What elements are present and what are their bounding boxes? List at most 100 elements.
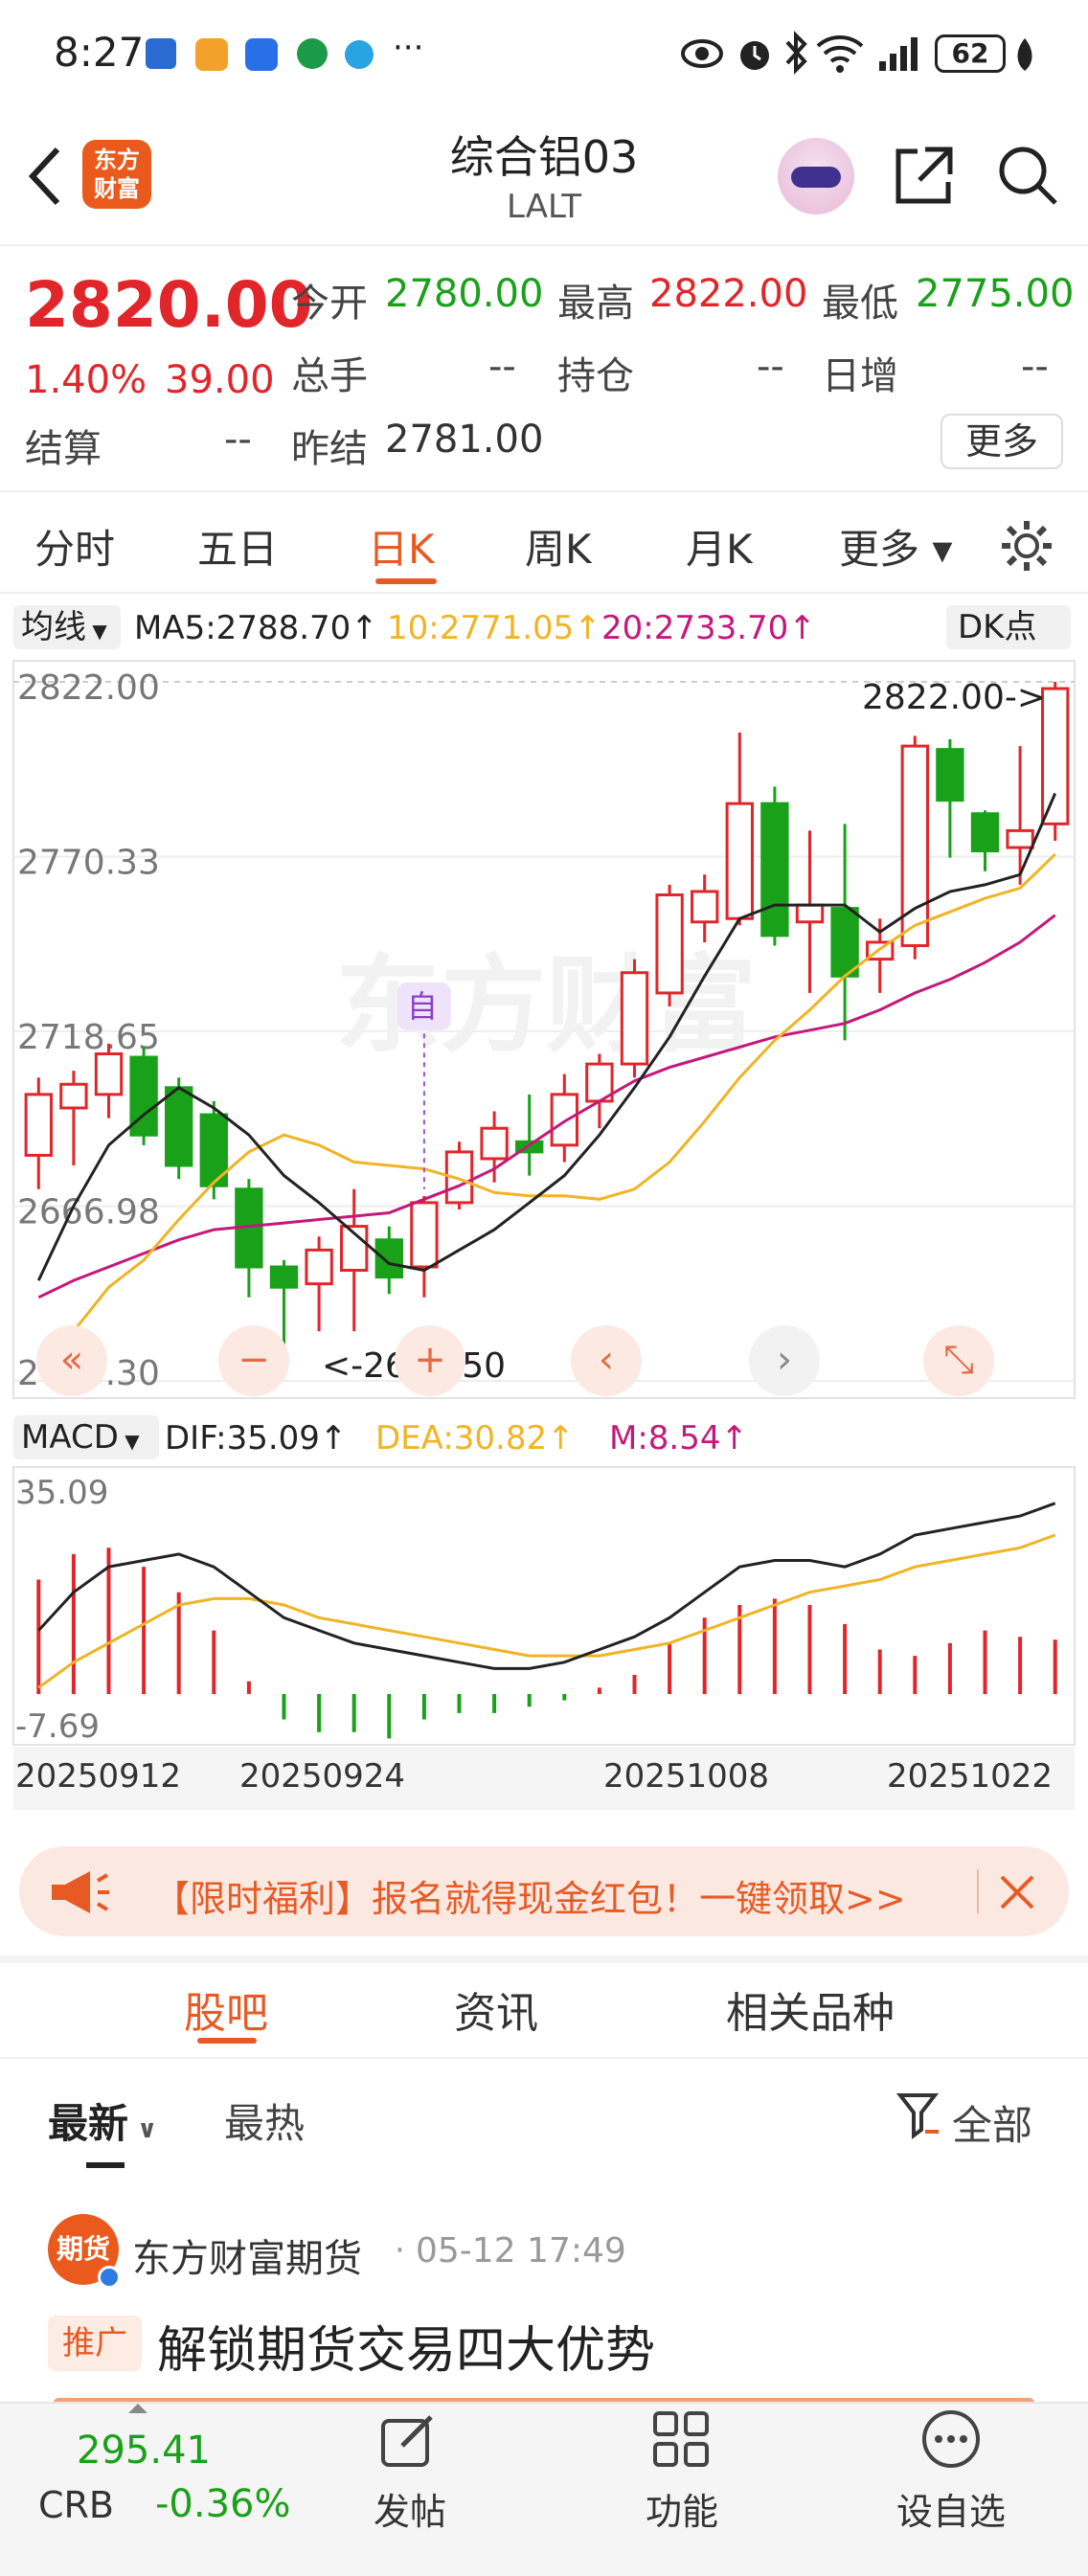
dk-point-label: DK点 [958, 608, 1037, 646]
tab-daily-k[interactable]: 日K [368, 526, 435, 573]
post-button[interactable]: 发帖 [374, 2491, 447, 2533]
index-value[interactable]: 295.41 [77, 2429, 211, 2473]
promo-tag: 推广 [48, 2316, 142, 2371]
more-quote-button[interactable]: 更多 [941, 414, 1063, 469]
tab-intraday[interactable]: 分时 [34, 526, 116, 573]
ma20-legend: 20:2733.70↑ [601, 609, 816, 647]
app-notification-icon [345, 40, 374, 69]
candle-body [691, 890, 719, 924]
price-axis-label: 2770.33 [17, 844, 160, 883]
promo-divider [977, 1869, 979, 1913]
fullscreen-icon[interactable]: ⤡ [923, 1325, 994, 1396]
status-more: ··· [393, 29, 424, 67]
post-title[interactable]: 解锁期货交易四大优势 [157, 2322, 656, 2380]
index-name[interactable]: CRB [38, 2484, 115, 2526]
volume-label: 总手 [291, 354, 368, 398]
tab-active-indicator [375, 578, 437, 584]
add-watchlist-button[interactable]: 设自选 [896, 2491, 1007, 2533]
prev-settle-value: 2781.00 [385, 418, 544, 462]
eye-icon [681, 39, 723, 68]
tab-five-day[interactable]: 五日 [197, 526, 279, 573]
promo-banner[interactable]: 【限时福利】报名就得现金红包！一键领取>> [19, 1846, 1069, 1936]
indicator-select[interactable]: 均线 ▼ [13, 605, 121, 649]
function-button[interactable]: 功能 [646, 2491, 719, 2533]
scroll-right-button[interactable]: › [749, 1325, 820, 1396]
macd-axis-label: 35.09 [15, 1474, 108, 1512]
macd-frame [12, 1466, 1076, 1746]
sort-hot[interactable]: 最热 [224, 2100, 306, 2147]
ma10-legend: 10:2771.05↑ [387, 609, 601, 647]
back-icon[interactable] [19, 142, 67, 209]
grid-function-icon[interactable] [649, 2407, 713, 2471]
date-axis-band [13, 1747, 1075, 1810]
settings-gear-icon[interactable] [998, 517, 1055, 575]
m-legend: M:8.54↑ [609, 1419, 748, 1457]
verified-icon [98, 2266, 121, 2289]
sort-indicator [86, 2162, 125, 2168]
open-interest-label: 持仓 [557, 354, 634, 398]
candle-body [305, 1248, 333, 1286]
scroll-left-fast-button[interactable]: « [36, 1325, 107, 1396]
open-interest-value: -- [757, 345, 784, 389]
tab-news[interactable]: 资讯 [454, 1989, 538, 2038]
section-divider [0, 1955, 1088, 1963]
settle-value: -- [224, 418, 252, 462]
ma20-line [37, 914, 1056, 1299]
indicator-select-label: 均线 [21, 608, 86, 646]
candle-body [725, 802, 754, 920]
tab-guba[interactable]: 股吧 [184, 1989, 268, 2038]
candle-body [620, 971, 649, 1066]
close-icon[interactable] [996, 1871, 1038, 1913]
volume-value: -- [488, 345, 516, 389]
date-axis-label: 20250924 [239, 1757, 405, 1796]
macd-axis-label: -7.69 [15, 1707, 100, 1746]
macd-select[interactable]: MACD ▼ [13, 1415, 159, 1459]
edit-post-icon[interactable] [377, 2409, 441, 2473]
candlestick-chart[interactable]: 2822.002770.332718.652666.982615.30东方财富自… [0, 659, 1088, 1406]
prev-settle-label: 昨结 [291, 427, 368, 471]
scroll-left-button[interactable]: ‹ [571, 1325, 642, 1396]
change-percent: 1.40% [25, 358, 147, 402]
filter-icon[interactable] [896, 2091, 941, 2139]
app-logo: 东方 财富 [82, 140, 151, 209]
filter-all[interactable]: 全部 [952, 2102, 1033, 2149]
sort-latest[interactable]: 最新 ∨ [48, 2091, 157, 2150]
logo-text: 财富 [94, 175, 140, 202]
chevron-down-icon: ▼ [86, 620, 107, 643]
battery-level: 62 [951, 37, 989, 69]
more-dots-icon[interactable] [919, 2407, 983, 2471]
post-author[interactable]: 东方财富期货 [132, 2237, 362, 2281]
search-icon[interactable] [994, 142, 1061, 209]
date-axis-label: 20251022 [887, 1757, 1053, 1796]
low-label: 最低 [822, 282, 898, 326]
index-change[interactable]: -0.36% [155, 2482, 291, 2526]
tab-related[interactable]: 相关品种 [726, 1989, 895, 2038]
price-axis-label: 2822.00 [17, 668, 160, 708]
tab-active-indicator [197, 2038, 257, 2044]
dk-point-button[interactable]: DK点 [946, 605, 1071, 649]
bottom-bar [0, 2402, 1088, 2576]
page-title: 综合铝03 [449, 131, 639, 183]
zoom-in-button[interactable]: + [395, 1325, 465, 1396]
chart-frame [12, 660, 1076, 1399]
app-notification-icon [195, 38, 228, 71]
promo-text: 【限时福利】报名就得现金红包！一键领取>> [153, 1878, 906, 1920]
logo-text: 东方 [94, 147, 140, 173]
post-time-dot: · [395, 2231, 405, 2270]
last-price: 2820.00 [25, 268, 313, 342]
ma5-legend: MA5:2788.70↑ [134, 609, 378, 647]
candle-body [550, 1093, 578, 1147]
assistant-avatar-icon[interactable] [778, 138, 854, 215]
zoom-out-button[interactable]: − [218, 1325, 289, 1396]
candle-body [59, 1082, 88, 1110]
share-icon[interactable] [891, 142, 958, 209]
page-subtitle: LALT [506, 188, 581, 226]
expand-caret-icon[interactable] [128, 2404, 147, 2413]
tab-weekly-k[interactable]: 周K [525, 526, 592, 573]
tab-more[interactable]: 更多 ▾ [839, 526, 953, 573]
signal-marker-label: 自 [407, 988, 438, 1025]
price-axis-label: 2718.65 [17, 1018, 160, 1057]
leaf-icon [1017, 38, 1032, 71]
tab-monthly-k[interactable]: 月K [686, 526, 753, 573]
signal-icon [879, 37, 918, 71]
